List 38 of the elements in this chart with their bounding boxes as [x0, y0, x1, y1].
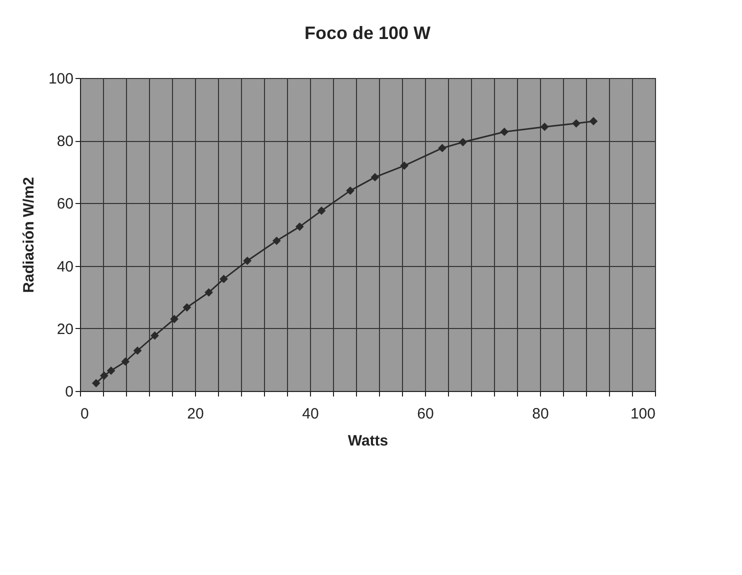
x-tick-label: 80	[532, 406, 549, 422]
point	[100, 371, 108, 380]
point	[540, 122, 549, 132]
point	[500, 128, 509, 136]
point	[317, 206, 326, 215]
chart-title: Foco de 100 W	[304, 23, 431, 43]
point	[220, 274, 228, 284]
y-tick-label: 60	[56, 196, 74, 213]
point	[458, 138, 468, 146]
y-tick-label: 0	[65, 384, 74, 400]
point	[150, 331, 159, 340]
y-tick-label: 40	[56, 258, 74, 276]
x-tick-label: 40	[302, 406, 319, 422]
x-axis-title: Watts	[348, 432, 388, 450]
point	[106, 366, 116, 375]
y-tick-label: 80	[56, 133, 74, 150]
x-tick-label: 20	[187, 406, 204, 422]
point	[589, 117, 598, 126]
point	[438, 144, 446, 152]
y-axis-title: Radiación W/m2	[20, 177, 38, 293]
point	[272, 236, 281, 245]
point	[133, 346, 142, 355]
point	[204, 288, 213, 297]
point	[121, 357, 130, 366]
point	[295, 222, 304, 231]
y-tick-label: 20	[56, 320, 74, 338]
x-tick-label: 0	[80, 406, 89, 422]
point	[572, 119, 580, 128]
x-tick-label: 60	[417, 406, 434, 422]
point	[243, 256, 252, 265]
x-tick-label: 100	[630, 406, 656, 422]
y-tick-label: 100	[48, 70, 74, 88]
point	[182, 303, 192, 312]
point	[400, 161, 408, 170]
point	[170, 314, 178, 324]
point	[346, 186, 354, 195]
point	[370, 173, 380, 182]
point	[92, 378, 100, 388]
